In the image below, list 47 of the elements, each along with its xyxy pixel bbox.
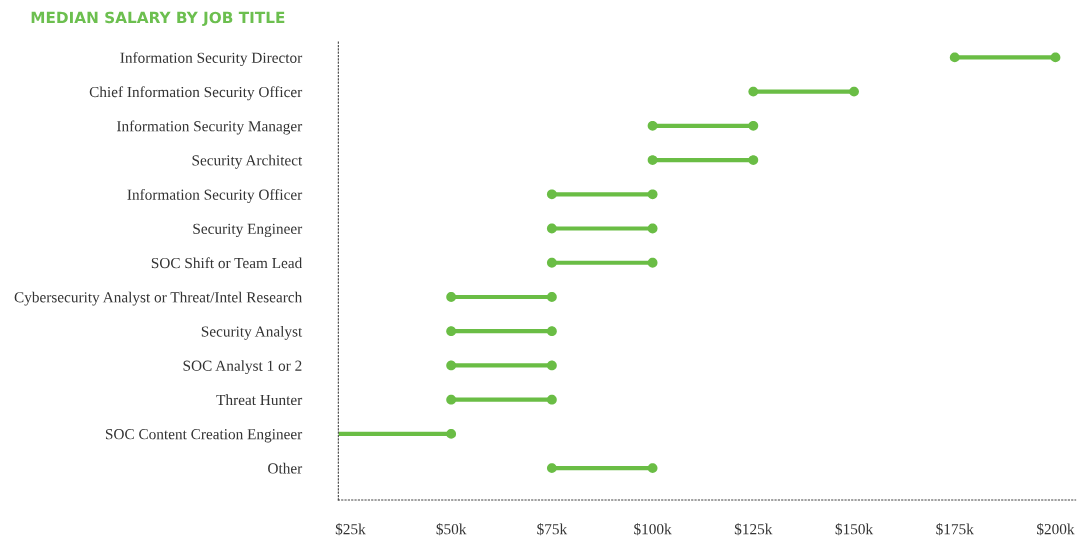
y-tick-label: Cybersecurity Analyst or Threat/Intel Research bbox=[14, 291, 303, 306]
point bbox=[546, 326, 557, 337]
point bbox=[546, 223, 557, 234]
point bbox=[546, 292, 557, 302]
y-tick-label: Information Security Officer bbox=[127, 188, 303, 203]
point bbox=[546, 257, 557, 268]
point bbox=[446, 326, 457, 337]
point bbox=[647, 120, 658, 131]
point bbox=[949, 52, 960, 63]
x-tick-label: $100k bbox=[634, 523, 672, 536]
y-tick-label: Threat Hunter bbox=[216, 394, 303, 406]
point bbox=[647, 463, 658, 474]
point bbox=[546, 360, 557, 371]
point bbox=[546, 463, 557, 474]
y-tick-label: Security Architect bbox=[192, 154, 303, 169]
y-tick-label: Information Security Director bbox=[120, 52, 303, 67]
point bbox=[748, 120, 759, 131]
point bbox=[647, 223, 658, 234]
y-tick-label: SOC Content Creation Engineer bbox=[105, 429, 303, 443]
x-tick-label: $175k bbox=[936, 523, 974, 536]
point bbox=[1050, 52, 1061, 63]
point bbox=[647, 257, 658, 268]
y-tick-label: Security Analyst bbox=[201, 325, 303, 340]
point bbox=[748, 155, 759, 165]
point bbox=[446, 360, 457, 371]
point bbox=[446, 292, 457, 302]
point bbox=[446, 428, 457, 439]
y-tick-label: SOC Analyst 1 or 2 bbox=[183, 360, 302, 375]
x-tick-label: $50k bbox=[436, 523, 467, 536]
x-tick-label: $150k bbox=[835, 523, 874, 536]
x-tick-label: $200k bbox=[1037, 523, 1075, 536]
y-tick-label: Security Engineer bbox=[193, 223, 303, 238]
y-tick-label: Chief Information Security Officer bbox=[89, 86, 303, 101]
y-tick-label: Information Security Manager bbox=[116, 120, 303, 135]
x-tick-label: $75k bbox=[537, 523, 568, 536]
y-tick-label: Other bbox=[268, 462, 303, 474]
y-tick-label: SOC Shift or Team Lead bbox=[151, 257, 303, 269]
point bbox=[647, 189, 658, 200]
x-tick-label: $125k bbox=[734, 523, 773, 536]
point bbox=[446, 394, 457, 405]
x-tick-label: $25k bbox=[335, 523, 366, 536]
point bbox=[546, 394, 557, 405]
point bbox=[849, 86, 859, 97]
point bbox=[748, 86, 759, 97]
point bbox=[546, 189, 557, 200]
point bbox=[647, 155, 658, 165]
text: MEDIAN SALARY BY JOB TITLE bbox=[31, 11, 285, 27]
